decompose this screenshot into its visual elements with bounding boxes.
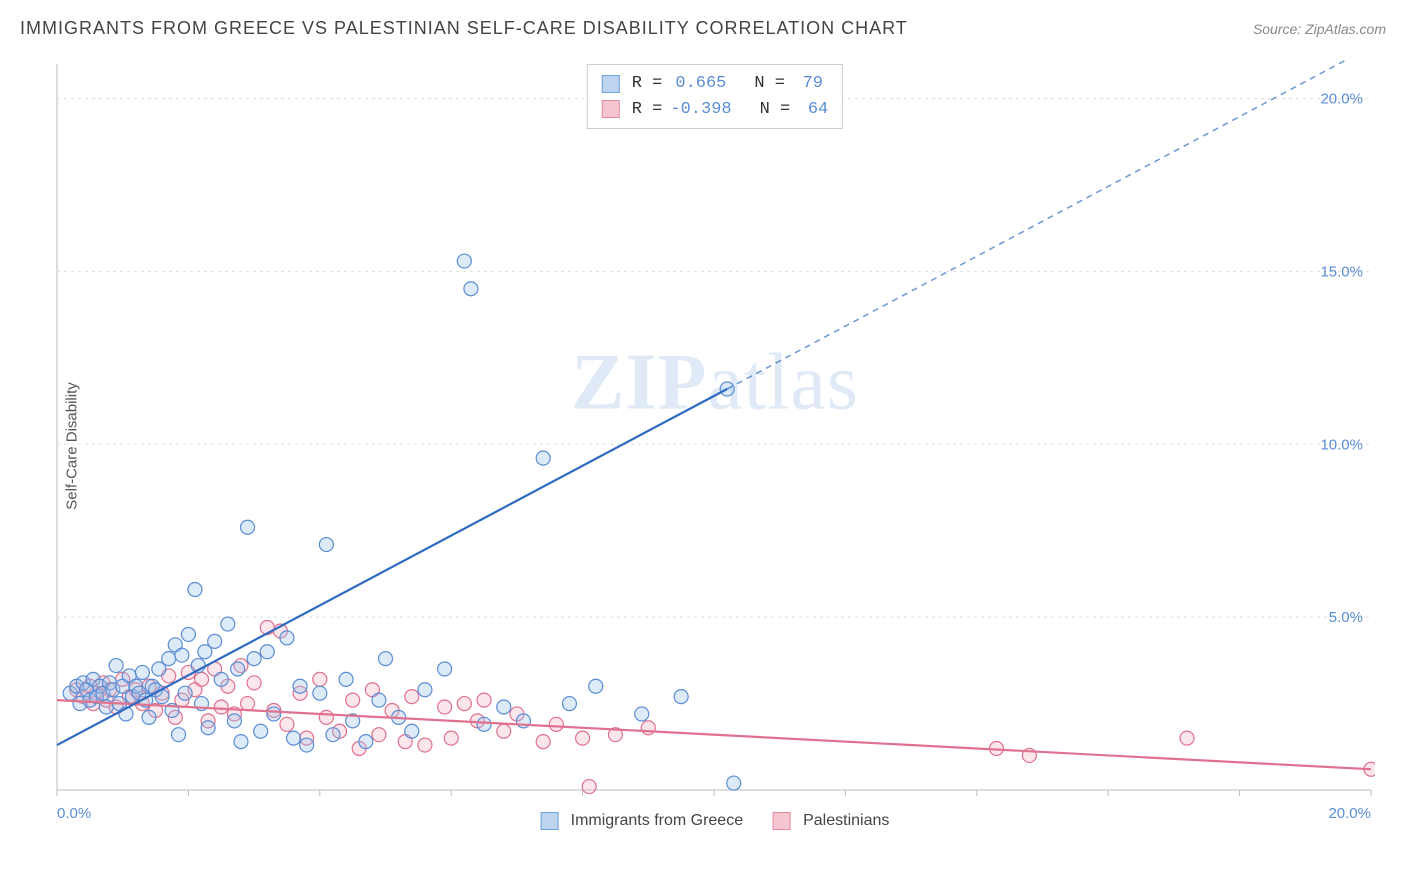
scatter-point bbox=[444, 731, 458, 745]
scatter-point bbox=[339, 672, 353, 686]
scatter-point bbox=[208, 634, 222, 648]
scatter-point bbox=[313, 672, 327, 686]
scatter-point bbox=[214, 672, 228, 686]
scatter-point bbox=[405, 690, 419, 704]
scatter-point bbox=[280, 631, 294, 645]
scatter-point bbox=[195, 672, 209, 686]
scatter-point bbox=[231, 662, 245, 676]
scatter-point bbox=[641, 721, 655, 735]
scatter-point bbox=[227, 714, 241, 728]
svg-text:20.0%: 20.0% bbox=[1328, 805, 1371, 822]
scatter-point bbox=[418, 738, 432, 752]
scatter-point bbox=[241, 697, 255, 711]
legend-swatch bbox=[773, 812, 791, 830]
scatter-point bbox=[497, 700, 511, 714]
scatter-point bbox=[181, 627, 195, 641]
scatter-point bbox=[464, 282, 478, 296]
scatter-point bbox=[293, 679, 307, 693]
scatter-point bbox=[109, 659, 123, 673]
scatter-point bbox=[536, 451, 550, 465]
correlation-row: R = -0.398 N = 64 bbox=[602, 97, 828, 123]
n-label: N = bbox=[754, 71, 785, 97]
scatter-point bbox=[319, 538, 333, 552]
legend-label: Palestinians bbox=[803, 812, 889, 830]
scatter-point bbox=[477, 693, 491, 707]
scatter-point bbox=[359, 735, 373, 749]
scatter-point bbox=[142, 710, 156, 724]
r-label: R = bbox=[632, 97, 663, 123]
scatter-point bbox=[201, 721, 215, 735]
scatter-point bbox=[162, 652, 176, 666]
svg-text:15.0%: 15.0% bbox=[1320, 263, 1363, 280]
scatter-point bbox=[497, 724, 511, 738]
scatter-point bbox=[477, 717, 491, 731]
scatter-point bbox=[562, 697, 576, 711]
legend-item: Immigrants from Greece bbox=[541, 812, 743, 830]
scatter-point bbox=[188, 582, 202, 596]
scatter-point bbox=[178, 686, 192, 700]
svg-text:10.0%: 10.0% bbox=[1320, 436, 1363, 453]
legend-label: Immigrants from Greece bbox=[571, 812, 743, 830]
scatter-point bbox=[727, 776, 741, 790]
scatter-point bbox=[135, 665, 149, 679]
svg-text:0.0%: 0.0% bbox=[57, 805, 91, 822]
scatter-point bbox=[457, 254, 471, 268]
scatter-point bbox=[1180, 731, 1194, 745]
scatter-point bbox=[536, 735, 550, 749]
n-value: 79 bbox=[793, 71, 823, 97]
source-label: Source: ZipAtlas.com bbox=[1253, 21, 1386, 37]
scatter-point bbox=[260, 645, 274, 659]
scatter-plot: 5.0% 10.0% 15.0% 20.0% 0.0% 20.0% bbox=[55, 60, 1375, 830]
trend-line-greece bbox=[57, 389, 727, 745]
scatter-point bbox=[589, 679, 603, 693]
scatter-point bbox=[576, 731, 590, 745]
scatter-point bbox=[172, 728, 186, 742]
n-value: 64 bbox=[798, 97, 828, 123]
scatter-point bbox=[438, 700, 452, 714]
correlation-legend: R =0.665N =79R =-0.398N =64 bbox=[587, 64, 843, 129]
scatter-point bbox=[280, 717, 294, 731]
scatter-point bbox=[372, 693, 386, 707]
r-value: -0.398 bbox=[670, 97, 731, 123]
n-label: N = bbox=[760, 97, 791, 123]
scatter-point bbox=[582, 780, 596, 794]
legend-swatch bbox=[602, 75, 620, 93]
scatter-point bbox=[214, 700, 228, 714]
scatter-point bbox=[247, 676, 261, 690]
svg-text:20.0%: 20.0% bbox=[1320, 91, 1363, 108]
chart-area: ZIPatlas 5.0%10.0%15.0%20.0%0.0%20.0% R … bbox=[55, 60, 1375, 830]
scatter-point bbox=[300, 738, 314, 752]
scatter-point bbox=[221, 617, 235, 631]
scatter-point bbox=[241, 520, 255, 534]
scatter-point bbox=[438, 662, 452, 676]
legend-item: Palestinians bbox=[773, 812, 889, 830]
scatter-point bbox=[319, 710, 333, 724]
scatter-point bbox=[457, 697, 471, 711]
scatter-point bbox=[418, 683, 432, 697]
scatter-point bbox=[372, 728, 386, 742]
scatter-point bbox=[254, 724, 268, 738]
scatter-point bbox=[405, 724, 419, 738]
scatter-point bbox=[247, 652, 261, 666]
scatter-point bbox=[234, 735, 248, 749]
r-label: R = bbox=[632, 71, 663, 97]
scatter-point bbox=[326, 728, 340, 742]
scatter-point bbox=[379, 652, 393, 666]
scatter-point bbox=[267, 707, 281, 721]
scatter-point bbox=[175, 648, 189, 662]
scatter-point bbox=[635, 707, 649, 721]
legend-swatch bbox=[602, 100, 620, 118]
scatter-point bbox=[549, 717, 563, 731]
r-value: 0.665 bbox=[670, 71, 726, 97]
correlation-row: R = 0.665 N = 79 bbox=[602, 71, 828, 97]
scatter-point bbox=[674, 690, 688, 704]
chart-title: IMMIGRANTS FROM GREECE VS PALESTINIAN SE… bbox=[20, 18, 908, 39]
series-legend: Immigrants from Greece Palestinians bbox=[541, 812, 890, 830]
legend-swatch bbox=[541, 812, 559, 830]
scatter-point bbox=[287, 731, 301, 745]
scatter-point bbox=[313, 686, 327, 700]
scatter-point bbox=[346, 693, 360, 707]
svg-text:5.0%: 5.0% bbox=[1329, 609, 1363, 626]
